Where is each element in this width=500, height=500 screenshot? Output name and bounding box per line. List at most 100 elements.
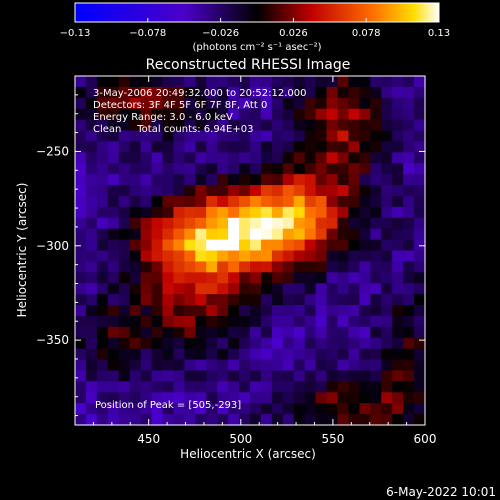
heatmap-cell xyxy=(250,392,262,404)
heatmap-cell xyxy=(107,141,120,153)
heatmap-cell xyxy=(151,392,164,404)
heatmap-cell xyxy=(370,108,382,121)
heatmap-cell xyxy=(293,141,306,153)
heatmap-cell xyxy=(359,174,371,186)
heatmap-cell xyxy=(206,305,218,317)
heatmap-cell xyxy=(217,119,229,132)
heatmap-cell xyxy=(107,108,120,121)
heatmap-cell xyxy=(392,239,404,252)
heatmap-cell xyxy=(392,414,404,426)
heatmap-cell xyxy=(271,326,284,339)
heatmap-cell xyxy=(151,174,164,186)
heatmap-cell xyxy=(107,305,120,317)
heatmap-cell xyxy=(184,392,196,404)
heatmap-cell xyxy=(228,130,240,143)
heatmap-cell xyxy=(151,337,164,350)
heatmap-cell xyxy=(184,315,196,328)
heatmap-cell xyxy=(107,97,120,110)
heatmap-cell xyxy=(381,119,393,132)
heatmap-cell xyxy=(348,185,360,197)
heatmap-cell xyxy=(293,152,306,164)
colorbar: −0.13 −0.078 −0.026 0.026 0.078 0.13 (photons… xyxy=(60,2,450,53)
heatmap-cell xyxy=(348,392,360,404)
heatmap-cell xyxy=(370,261,382,273)
heatmap-cell xyxy=(162,228,175,241)
heatmap-cell xyxy=(381,403,393,415)
heatmap-cell xyxy=(85,174,98,186)
heatmap-cell xyxy=(206,381,218,393)
heatmap-cell xyxy=(129,141,142,153)
heatmap-cell xyxy=(315,370,328,382)
colorbar-frame xyxy=(74,2,440,23)
heatmap-cell xyxy=(195,97,207,110)
heatmap-cell xyxy=(173,403,185,415)
heatmap-cell xyxy=(85,86,98,99)
heatmap-cell xyxy=(118,294,131,306)
heatmap-cell xyxy=(414,174,426,186)
heatmap-cell xyxy=(206,239,218,252)
heatmap-cell xyxy=(228,348,240,361)
heatmap-cell xyxy=(293,97,306,110)
heatmap-cell xyxy=(250,315,262,328)
x-tick-label: 450 xyxy=(137,432,160,446)
heatmap-cell xyxy=(75,392,87,404)
heatmap-cell xyxy=(75,152,87,164)
colorbar-tick-label: 0.078 xyxy=(352,28,381,39)
heatmap-cell xyxy=(260,414,273,426)
heatmap-cell xyxy=(195,185,207,197)
heatmap-cell xyxy=(96,359,109,372)
heatmap-cell xyxy=(304,206,317,219)
heatmap-cell xyxy=(140,337,153,350)
heatmap-cell xyxy=(140,283,153,295)
heatmap-cell xyxy=(162,97,175,110)
heatmap-cell xyxy=(359,217,371,230)
heatmap-cell xyxy=(173,337,185,350)
heatmap-cell xyxy=(414,250,426,263)
heatmap-cell xyxy=(217,283,229,295)
heatmap-cell xyxy=(129,414,142,426)
heatmap-cell xyxy=(75,370,87,382)
heatmap-cell xyxy=(96,370,109,382)
heatmap-cell xyxy=(337,305,350,317)
heatmap-cell xyxy=(403,206,415,219)
heatmap-cell xyxy=(206,152,218,164)
heatmap-cell xyxy=(282,228,295,241)
heatmap-cell xyxy=(250,381,262,393)
heatmap-cell xyxy=(271,217,284,230)
heatmap-cell xyxy=(315,119,328,132)
heatmap-cell xyxy=(271,414,284,426)
heatmap-cell xyxy=(75,206,87,219)
heatmap-cell xyxy=(271,283,284,295)
heatmap-cell xyxy=(359,195,371,208)
heatmap-cell xyxy=(129,163,142,175)
heatmap-cell xyxy=(239,163,251,175)
chart-title: Reconstructed RHESSI Image xyxy=(146,57,351,73)
heatmap-cell xyxy=(217,414,229,426)
heatmap-cell xyxy=(173,152,185,164)
heatmap-cell xyxy=(85,381,98,393)
heatmap-cell xyxy=(85,392,98,404)
colorbar-gradient xyxy=(75,3,439,22)
heatmap-cell xyxy=(337,76,350,88)
heatmap-cell xyxy=(162,76,175,88)
heatmap-cell xyxy=(96,97,109,110)
heatmap-cell xyxy=(140,381,153,393)
heatmap-cell xyxy=(173,174,185,186)
heatmap-cell xyxy=(304,392,317,404)
heatmap-cell xyxy=(151,359,164,372)
heatmap-cell xyxy=(414,414,426,426)
heatmap-cell xyxy=(118,337,131,350)
heatmap-cell xyxy=(250,261,262,273)
heatmap-cell xyxy=(184,206,196,219)
heatmap-cell xyxy=(151,261,164,273)
heatmap-cell xyxy=(304,261,317,273)
heatmap-cell xyxy=(260,76,273,88)
heatmap-cell xyxy=(118,359,131,372)
heatmap-cell xyxy=(250,206,262,219)
heatmap-cell xyxy=(370,130,382,143)
heatmap-cell xyxy=(403,152,415,164)
heatmap-cell xyxy=(414,130,426,143)
heatmap-cell xyxy=(282,348,295,361)
heatmap-cell xyxy=(315,337,328,350)
heatmap-cell xyxy=(129,348,142,361)
